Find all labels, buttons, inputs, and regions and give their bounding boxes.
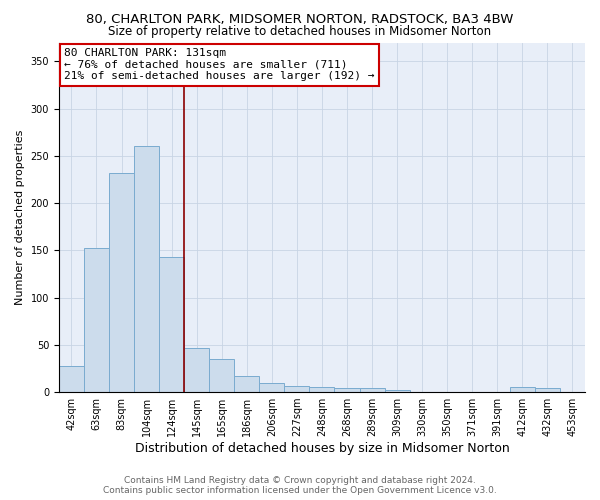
Bar bbox=[209, 359, 234, 392]
Y-axis label: Number of detached properties: Number of detached properties bbox=[15, 130, 25, 305]
Bar bbox=[109, 173, 134, 392]
Text: 80 CHARLTON PARK: 131sqm
← 76% of detached houses are smaller (711)
21% of semi-: 80 CHARLTON PARK: 131sqm ← 76% of detach… bbox=[64, 48, 375, 82]
Bar bbox=[284, 386, 310, 392]
Bar bbox=[334, 388, 359, 392]
Bar bbox=[134, 146, 159, 392]
Bar bbox=[359, 388, 385, 392]
Bar bbox=[535, 388, 560, 392]
X-axis label: Distribution of detached houses by size in Midsomer Norton: Distribution of detached houses by size … bbox=[134, 442, 509, 455]
Bar bbox=[385, 390, 410, 392]
Bar bbox=[310, 388, 334, 392]
Bar bbox=[184, 348, 209, 392]
Bar bbox=[159, 257, 184, 392]
Text: Size of property relative to detached houses in Midsomer Norton: Size of property relative to detached ho… bbox=[109, 25, 491, 38]
Bar bbox=[234, 376, 259, 392]
Bar bbox=[84, 248, 109, 392]
Bar bbox=[259, 382, 284, 392]
Bar bbox=[510, 388, 535, 392]
Text: Contains HM Land Registry data © Crown copyright and database right 2024.
Contai: Contains HM Land Registry data © Crown c… bbox=[103, 476, 497, 495]
Bar bbox=[59, 366, 84, 392]
Text: 80, CHARLTON PARK, MIDSOMER NORTON, RADSTOCK, BA3 4BW: 80, CHARLTON PARK, MIDSOMER NORTON, RADS… bbox=[86, 12, 514, 26]
